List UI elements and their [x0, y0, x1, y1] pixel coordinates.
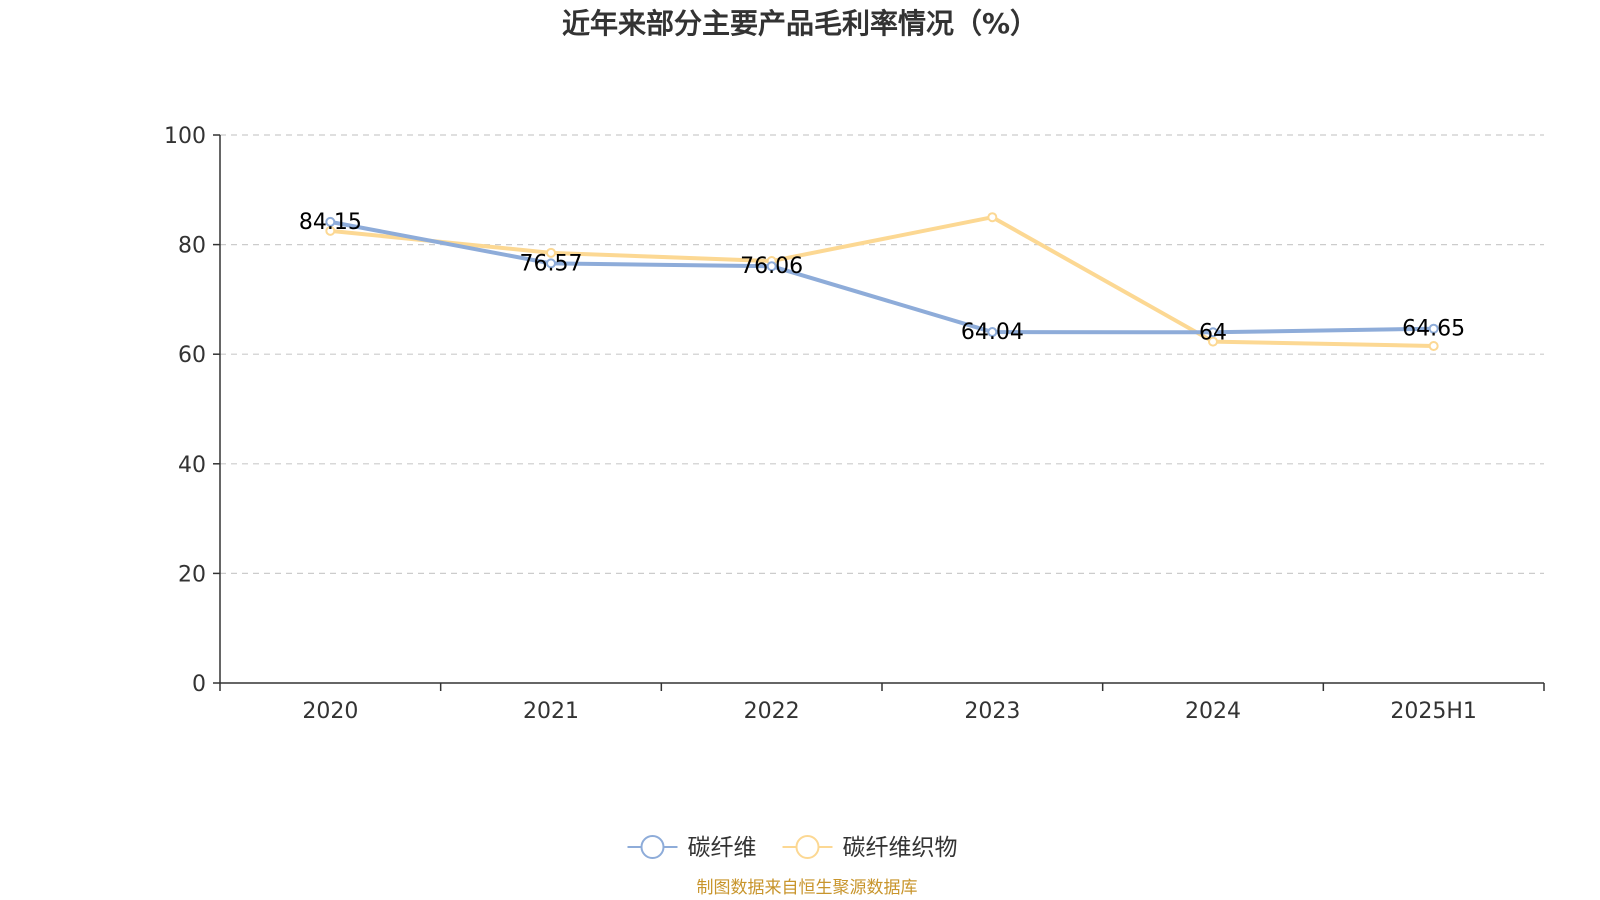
legend-label: 碳纤维: [688, 835, 757, 861]
x-tick-label: 2022: [744, 699, 800, 724]
data-point[interactable]: [1428, 340, 1439, 351]
data-label: 76.57: [520, 251, 583, 276]
data-labels: 84.15 76.57 76.06 64.04 64 64.65: [299, 210, 1465, 345]
x-tick-label: 2024: [1185, 699, 1241, 724]
data-point[interactable]: [325, 216, 336, 227]
y-tick-label: 20: [178, 562, 206, 587]
data-label: 76.06: [740, 254, 803, 279]
series-1: [325, 216, 1439, 338]
series-2: [325, 212, 1439, 351]
axes: 0 20 40 60 80 100 2020 2021 2022 2023 2024 2025H1: [164, 124, 1545, 724]
y-tick-label: 60: [178, 343, 206, 368]
legend[interactable]: 碳纤维 碳纤维织物: [627, 835, 958, 861]
legend-marker-icon: [795, 835, 820, 859]
y-tick-label: 0: [192, 672, 206, 697]
grid-lines: [220, 134, 1544, 575]
series-line: [328, 219, 1436, 335]
x-tick-label: 2023: [964, 699, 1020, 724]
series-layer: [325, 212, 1439, 351]
data-point[interactable]: [325, 225, 336, 236]
legend-label: 碳纤维织物: [843, 835, 958, 861]
y-tick-label: 40: [178, 453, 206, 478]
data-point[interactable]: [1208, 327, 1218, 338]
y-tick-label: 80: [178, 234, 206, 259]
x-tick-label: 2020: [302, 699, 358, 724]
source-note: 制图数据来自恒生聚源数据库: [697, 878, 918, 898]
data-label: 64: [1199, 320, 1227, 345]
data-point[interactable]: [546, 247, 556, 258]
data-label: 64.65: [1402, 317, 1465, 342]
chart-title: 近年来部分主要产品毛利率情况（%）: [562, 7, 1038, 40]
data-label: 64.04: [961, 320, 1024, 345]
x-tick-label: 2025H1: [1390, 699, 1477, 724]
data-point[interactable]: [987, 327, 998, 338]
data-point[interactable]: [987, 212, 998, 223]
y-tick-label: 100: [164, 124, 206, 149]
legend-item[interactable]: 碳纤维: [627, 835, 757, 861]
data-label: 84.15: [299, 210, 362, 235]
data-point[interactable]: [1428, 323, 1439, 334]
legend-item[interactable]: 碳纤维织物: [782, 835, 958, 861]
data-point[interactable]: [766, 261, 777, 272]
x-tick-label: 2021: [523, 699, 579, 724]
data-point[interactable]: [1208, 336, 1218, 347]
legend-marker-icon: [640, 835, 665, 859]
series-line: [328, 215, 1436, 348]
data-point[interactable]: [546, 258, 556, 269]
